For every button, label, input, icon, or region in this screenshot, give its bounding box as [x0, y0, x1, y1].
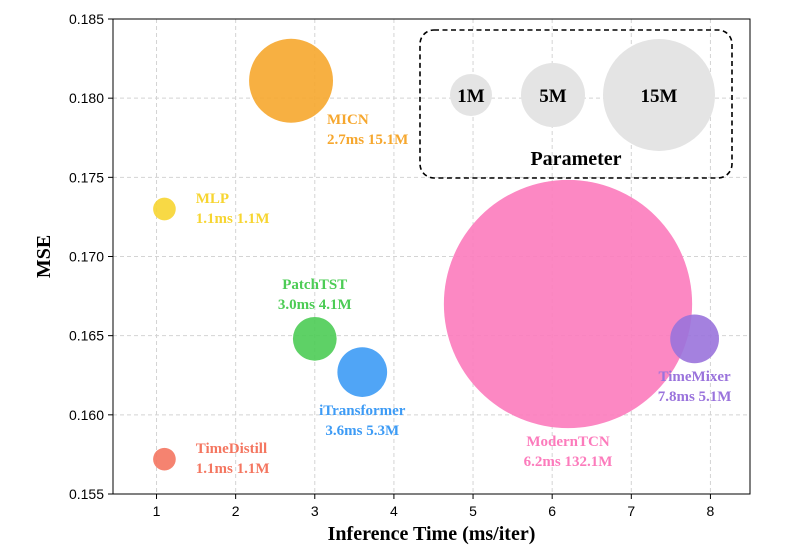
bubble-timedistill [153, 447, 176, 471]
x-tick-label: 4 [390, 503, 398, 519]
point-detail-label: 2.7ms 15.1M [327, 132, 408, 148]
point-name-label: iTransformer [319, 403, 406, 419]
label-micn: MICN 2.7ms 15.1M [327, 112, 408, 148]
point-name-label: PatchTST [282, 277, 347, 293]
y-tick-label: 0.175 [69, 169, 104, 185]
point-name-label: ModernTCN [526, 434, 609, 450]
y-tick-label: 0.165 [69, 328, 104, 344]
bubbles [153, 38, 719, 471]
point-name-label: TimeDistill [196, 441, 267, 457]
point-detail-label: 6.2ms 132.1M [524, 454, 613, 470]
point-detail-label: 3.0ms 4.1M [278, 297, 352, 313]
legend: 1M 5M 15M Parameter [419, 29, 733, 179]
point-detail-label: 3.6ms 5.3M [325, 423, 399, 439]
y-tick-label: 0.180 [69, 90, 104, 106]
legend-label: 1M [457, 86, 485, 107]
y-tick-label: 0.160 [69, 407, 104, 423]
point-name-label: MICN [327, 112, 369, 128]
bubble-moderntcn [443, 179, 693, 429]
legend-label: 5M [539, 86, 567, 107]
point-detail-label: 7.8ms 5.1M [658, 389, 732, 405]
y-axis-title: MSE [33, 235, 55, 278]
y-tick-label: 0.185 [69, 11, 104, 27]
bubble-itransformer [337, 347, 388, 397]
legend-bubble-1m [450, 74, 492, 116]
legend-label: 15M [641, 86, 678, 107]
label-patchtst: PatchTST 3.0ms 4.1M [278, 277, 352, 313]
label-timemixer: TimeMixer 7.8ms 5.1M [658, 369, 732, 405]
x-tick-label: 6 [548, 503, 556, 519]
point-detail-label: 1.1ms 1.1M [196, 461, 270, 477]
x-axis-title: Inference Time (ms/iter) [328, 523, 536, 545]
bubble-micn [249, 38, 334, 123]
bubble-timemixer [670, 314, 719, 364]
x-tick-label: 1 [153, 503, 161, 519]
point-name-label: MLP [196, 191, 229, 207]
bubble-mlp [153, 197, 176, 221]
x-tick-label: 2 [232, 503, 240, 519]
point-labels: TimeDistill 1.1ms 1.1M MLP 1.1ms 1.1M MICN 2.… [196, 112, 732, 477]
label-moderntcn: ModernTCN 6.2ms 132.1M [524, 434, 613, 470]
bubble-patchtst [292, 316, 337, 361]
legend-bubble-15m [603, 39, 715, 151]
label-mlp: MLP 1.1ms 1.1M [196, 191, 270, 227]
x-tick-label: 3 [311, 503, 319, 519]
y-tick-label: 0.155 [69, 486, 104, 502]
label-timedistill: TimeDistill 1.1ms 1.1M [196, 441, 270, 477]
label-itransformer: iTransformer 3.6ms 5.3M [319, 403, 406, 439]
legend-box [419, 29, 733, 179]
point-detail-label: 1.1ms 1.1M [196, 211, 270, 227]
x-tick-label: 5 [469, 503, 477, 519]
y-tick-label: 0.170 [69, 249, 104, 265]
point-name-label: TimeMixer [659, 369, 732, 385]
x-tick-label: 7 [627, 503, 635, 519]
x-tick-label: 8 [707, 503, 715, 519]
legend-title: Parameter [530, 148, 621, 170]
ticks: 1 2 3 4 5 6 7 8 0.155 0.160 0.165 0.170 0.175 0.180 0.… [69, 11, 715, 519]
legend-bubble-5m [521, 63, 585, 127]
